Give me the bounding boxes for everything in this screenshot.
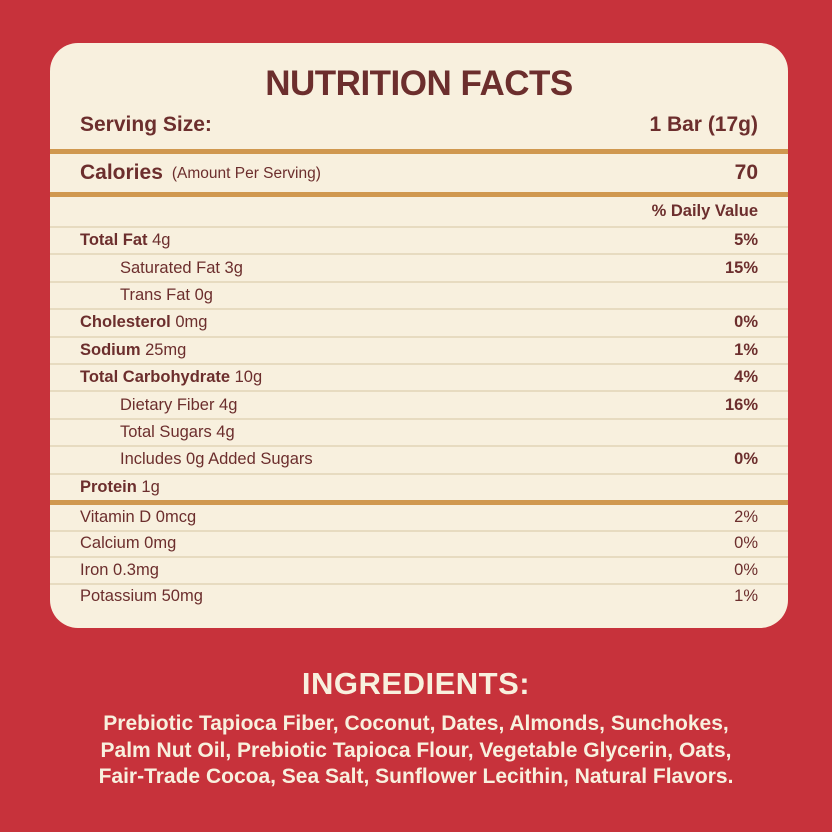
nutrient-label: Total Carbohydrate 10g (80, 368, 263, 387)
nutrient-label: Trans Fat 0g (120, 285, 213, 304)
calories-label: Calories (80, 161, 163, 184)
vitamin-label: Vitamin D 0mcg (80, 507, 197, 526)
calories-row: Calories (Amount Per Serving) 70 (50, 154, 788, 192)
vitamin-daily-value: 0% (734, 560, 758, 579)
nutrient-label: Dietary Fiber 4g (120, 395, 238, 414)
ingredients-title: INGREDIENTS: (301, 666, 531, 701)
nutrition-facts-card: NUTRITION FACTS Serving Size: 1 Bar (17g… (50, 43, 788, 628)
nutrition-facts-title: NUTRITION FACTS (265, 64, 573, 103)
vitamin-rows: Vitamin D 0mcg 2% Calcium 0mg 0% Iron 0.3mg 0… (50, 505, 788, 609)
nutrient-daily-value: 16% (724, 395, 758, 414)
nutrient-label: Cholesterol 0mg (80, 313, 208, 332)
nutrient-row: Total Fat 4g 5% (50, 228, 788, 256)
nutrient-row: Total Sugars 4g (50, 420, 788, 448)
nutrient-daily-value: 0% (734, 450, 758, 469)
nutrient-daily-value: 0% (734, 313, 758, 332)
nutrient-label: Sodium 25mg (80, 340, 187, 359)
nutrient-row: Protein 1g (50, 475, 788, 500)
nutrient-label: Protein 1g (80, 477, 160, 496)
serving-size-label: Serving Size: (80, 113, 212, 136)
calories-note: (Amount Per Serving) (171, 165, 321, 182)
vitamin-row: Calcium 0mg 0% (50, 532, 788, 559)
vitamin-daily-value: 2% (734, 507, 758, 526)
nutrient-daily-value: 5% (734, 231, 758, 250)
divider-gold-mid (50, 192, 788, 197)
nutrient-daily-value: 4% (734, 368, 758, 387)
nutrient-label: Saturated Fat 3g (120, 258, 243, 277)
ingredients-section: INGREDIENTS: Prebiotic Tapioca Fiber, Co… (0, 666, 832, 791)
vitamin-daily-value: 1% (734, 587, 758, 606)
nutrient-row: Trans Fat 0g (50, 283, 788, 311)
vitamin-label: Potassium 50mg (80, 587, 203, 606)
nutrient-row: Saturated Fat 3g 15% (50, 255, 788, 283)
nutrient-row: Total Carbohydrate 10g 4% (50, 365, 788, 393)
vitamin-label: Calcium 0mg (80, 534, 177, 553)
vitamin-daily-value: 0% (734, 534, 758, 553)
calories-value: 70 (734, 161, 758, 184)
nutrient-label: Includes 0g Added Sugars (120, 450, 313, 469)
daily-value-header: % Daily Value (50, 197, 788, 228)
serving-size-row: Serving Size: 1 Bar (17g) (50, 104, 788, 149)
nutrient-row: Dietary Fiber 4g 16% (50, 392, 788, 420)
nutrient-rows: Total Fat 4g 5% Saturated Fat 3g 15% Trans F… (50, 228, 788, 500)
nutrient-label: Total Sugars 4g (120, 422, 235, 441)
nutrient-daily-value: 1% (734, 340, 758, 359)
nutrient-row: Includes 0g Added Sugars 0% (50, 447, 788, 475)
vitamin-row: Vitamin D 0mcg 2% (50, 505, 788, 532)
nutrient-row: Sodium 25mg 1% (50, 338, 788, 365)
vitamin-label: Iron 0.3mg (80, 560, 159, 579)
nutrient-label: Total Fat 4g (80, 231, 171, 250)
divider-gold-top (50, 149, 788, 154)
ingredients-line: Fair-Trade Cocoa, Sea Salt, Sunflower Le… (98, 765, 734, 788)
ingredients-line: Palm Nut Oil, Prebiotic Tapioca Flour, V… (100, 738, 732, 762)
divider-gold-vitamins (50, 499, 788, 505)
vitamin-row: Iron 0.3mg 0% (50, 558, 788, 585)
nutrient-row: Cholesterol 0mg 0% (50, 310, 788, 338)
nutrient-daily-value: 15% (724, 258, 758, 277)
serving-size-value: 1 Bar (17g) (649, 113, 758, 136)
ingredients-line: Prebiotic Tapioca Fiber, Coconut, Dates,… (103, 712, 729, 735)
vitamin-row: Potassium 50mg 1% (50, 585, 788, 610)
